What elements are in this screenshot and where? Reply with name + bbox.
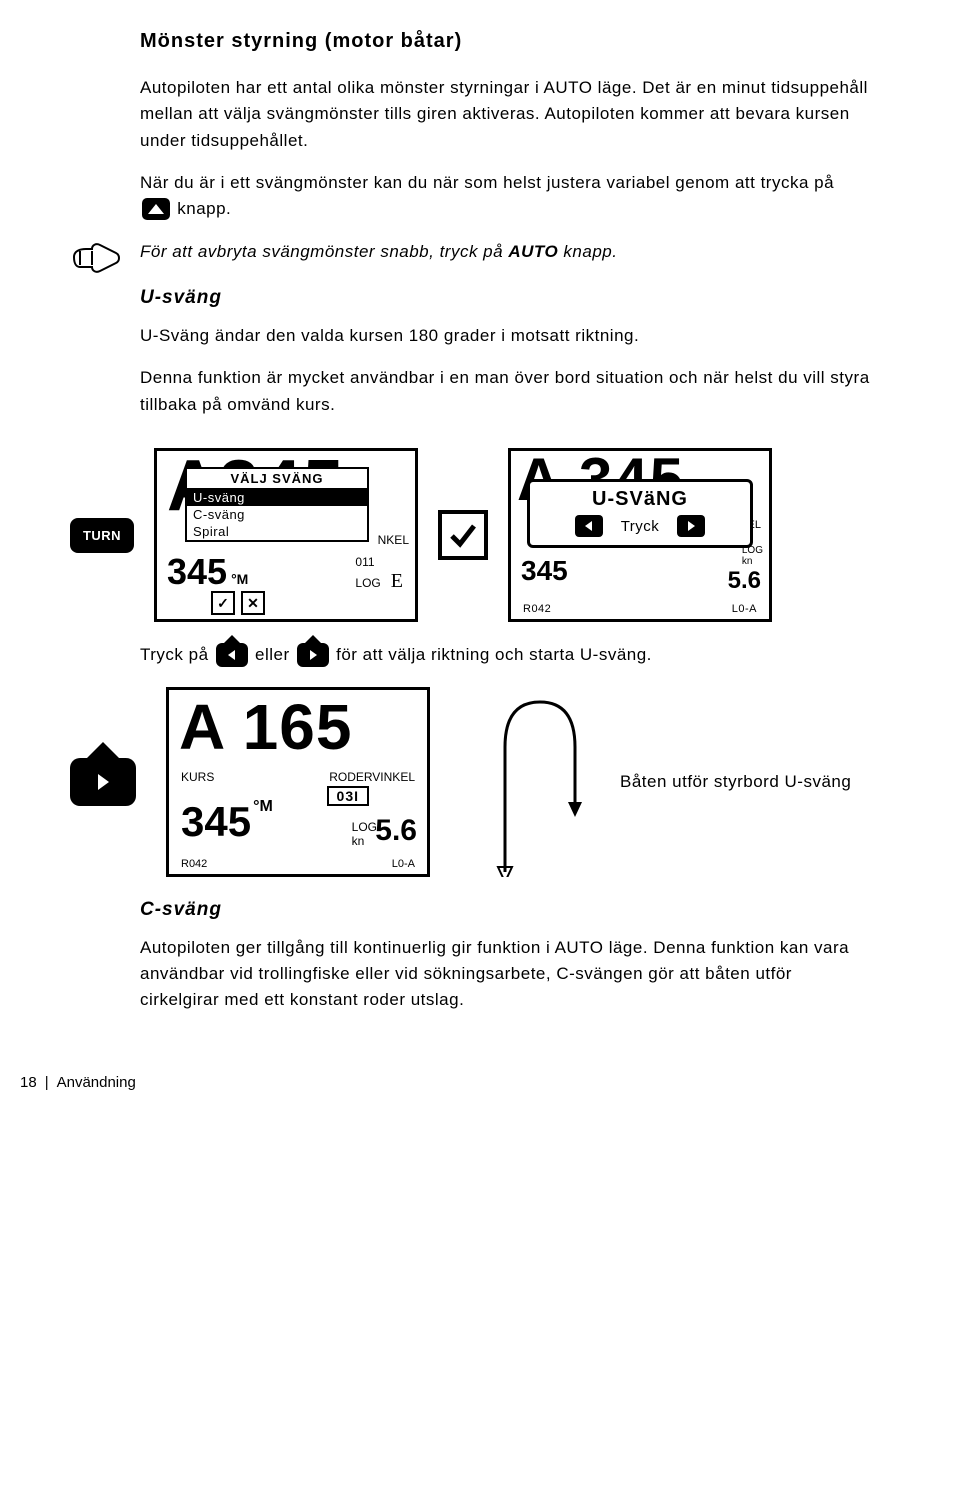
- u-turn-path-icon: [460, 687, 590, 877]
- lcd2-log: LOG: [742, 545, 763, 556]
- note-text-b: knapp.: [558, 242, 617, 261]
- figure-row-1: TURN A345 VÄLJ SVÄNG U-sväng C-sväng Spi…: [70, 448, 870, 622]
- lcd3-bot-right: L0-A: [392, 858, 415, 870]
- confirm-check-icon[interactable]: [438, 510, 488, 560]
- left-arrow-button[interactable]: [575, 515, 603, 537]
- lcd3-main-value: A 165: [179, 690, 352, 764]
- right-arrow-button[interactable]: [677, 515, 705, 537]
- lcd2-popup: U-SVäNG Tryck: [527, 479, 753, 548]
- lcd3-labels: KURS RODERVINKEL: [181, 770, 415, 784]
- up-key-icon: [142, 198, 170, 220]
- lcd2-tryck-label: Tryck: [621, 518, 660, 535]
- lcd-screen-2: A 345 EL U-SVäNG Tryck 345 LOG kn: [508, 448, 772, 622]
- right-key-icon: [297, 643, 329, 667]
- check-icon[interactable]: ✓: [211, 591, 235, 615]
- lcd-screen-3: A 165 KURS RODERVINKEL 03I 345°M LOG kn …: [166, 687, 430, 877]
- lcd3-mid: 345°M: [181, 798, 273, 846]
- lcd1-unit: °M: [231, 571, 248, 587]
- heading-u-turn: U-sväng: [140, 287, 870, 309]
- lcd3-mid-val: 345: [181, 798, 251, 845]
- tryck-a: Tryck på: [140, 645, 214, 664]
- c-paragraph: Autopiloten ger tillgång till kontinuerl…: [140, 935, 870, 1014]
- lcd1-value: 345: [167, 551, 227, 593]
- tryck-paragraph: Tryck på eller för att välja riktning oc…: [140, 642, 870, 669]
- footer-page-number: 18: [20, 1074, 37, 1091]
- lcd1-sub3: E: [391, 570, 403, 592]
- lcd3-bot-left: R042: [181, 858, 207, 870]
- lcd2-kn: kn: [742, 556, 753, 567]
- lcd3-bottom-row: R042 L0-A: [181, 858, 415, 870]
- u-paragraph-2: Denna funktion är mycket användbar i en …: [140, 365, 870, 418]
- figure-row-2: A 165 KURS RODERVINKEL 03I 345°M LOG kn …: [70, 687, 870, 877]
- tryck-mid: eller: [255, 645, 295, 664]
- lcd1-side-label: NKEL: [378, 533, 409, 547]
- lcd2-value-56: 5.6: [728, 567, 761, 595]
- u-paragraph-1: U-Sväng ändar den valda kursen 180 grade…: [140, 323, 870, 349]
- page-content: Mönster styrning (motor båtar) Autopilot…: [0, 0, 960, 1131]
- page-footer: 18 | Användning: [20, 1074, 870, 1091]
- lcd3-rod-value: 03I: [327, 786, 369, 806]
- tryck-b: för att välja riktning och starta U-svän…: [336, 645, 652, 664]
- note-bold: AUTO: [508, 242, 558, 261]
- lcd1-mid-value: 345 °M: [167, 551, 248, 593]
- lcd1-sub2: LOG: [355, 576, 380, 590]
- lcd1-menu: VÄLJ SVÄNG U-sväng C-sväng Spiral: [185, 467, 369, 542]
- footer-section-name: Användning: [57, 1074, 136, 1091]
- turn-button[interactable]: TURN: [70, 518, 134, 553]
- lcd1-menu-item-selected[interactable]: U-sväng: [187, 489, 367, 506]
- lcd3-deg: °M: [253, 798, 273, 815]
- lcd1-sub-values: 011 LOG E: [355, 555, 403, 593]
- lcd3-log-kn: LOG kn: [352, 820, 377, 849]
- footer-separator: |: [45, 1074, 49, 1091]
- page-title: Mönster styrning (motor båtar): [140, 30, 870, 53]
- lcd2-popup-title: U-SVäNG: [538, 488, 742, 511]
- lcd2-log-kn: LOG kn: [742, 545, 763, 567]
- heading-c-turn: C-sväng: [140, 899, 870, 921]
- lcd1-bottom-icons: ✓ ✕: [211, 591, 265, 615]
- note-text-a: För att avbryta svängmönster snabb, tryc…: [140, 242, 508, 261]
- lcd1-menu-item[interactable]: Spiral: [187, 523, 367, 540]
- left-key-icon: [216, 643, 248, 667]
- lcd2-bot-right: L0-A: [732, 603, 757, 615]
- lcd3-log: LOG: [352, 820, 377, 834]
- right-direction-button[interactable]: [70, 758, 136, 806]
- lcd-screen-1: A345 VÄLJ SVÄNG U-sväng C-sväng Spiral N…: [154, 448, 418, 622]
- lcd1-sub1: 011: [355, 555, 403, 569]
- p2-text-b: knapp.: [177, 199, 231, 218]
- u-turn-caption: Båten utför styrbord U-sväng: [620, 769, 851, 795]
- lcd3-56: 5.6: [375, 814, 417, 848]
- intro-paragraph-1: Autopiloten har ett antal olika mönster …: [140, 75, 870, 154]
- pointing-hand-icon: [70, 241, 122, 291]
- lcd3-rod-label: RODERVINKEL: [329, 770, 415, 784]
- intro-paragraph-2: När du är i ett svängmönster kan du när …: [140, 170, 870, 223]
- lcd2-controls: Tryck: [538, 515, 742, 537]
- lcd1-menu-item[interactable]: C-sväng: [187, 506, 367, 523]
- lcd3-kn: kn: [352, 834, 365, 848]
- p2-text-a: När du är i ett svängmönster kan du när …: [140, 173, 834, 192]
- x-icon[interactable]: ✕: [241, 591, 265, 615]
- lcd1-menu-title: VÄLJ SVÄNG: [187, 469, 367, 489]
- lcd2-left-value: 345: [521, 555, 568, 587]
- lcd3-kurs-label: KURS: [181, 770, 214, 784]
- note-paragraph: För att avbryta svängmönster snabb, tryc…: [140, 239, 870, 265]
- lcd2-bot-left: R042: [523, 603, 551, 615]
- lcd2-bottom-row: R042 L0-A: [523, 603, 757, 615]
